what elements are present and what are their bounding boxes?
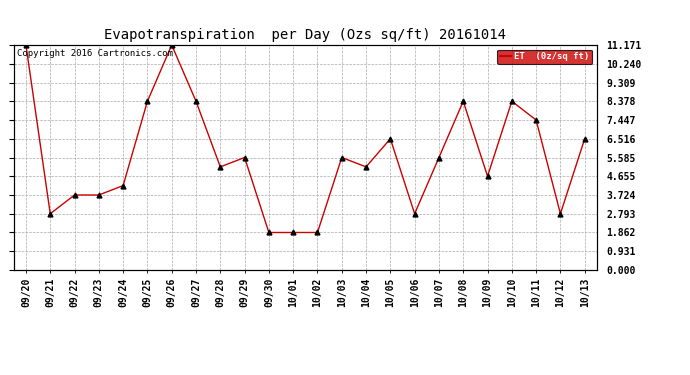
Text: Copyright 2016 Cartronics.com: Copyright 2016 Cartronics.com xyxy=(17,50,172,58)
Title: Evapotranspiration  per Day (Ozs sq/ft) 20161014: Evapotranspiration per Day (Ozs sq/ft) 2… xyxy=(104,28,506,42)
Legend: ET  (0z/sq ft): ET (0z/sq ft) xyxy=(497,50,592,64)
